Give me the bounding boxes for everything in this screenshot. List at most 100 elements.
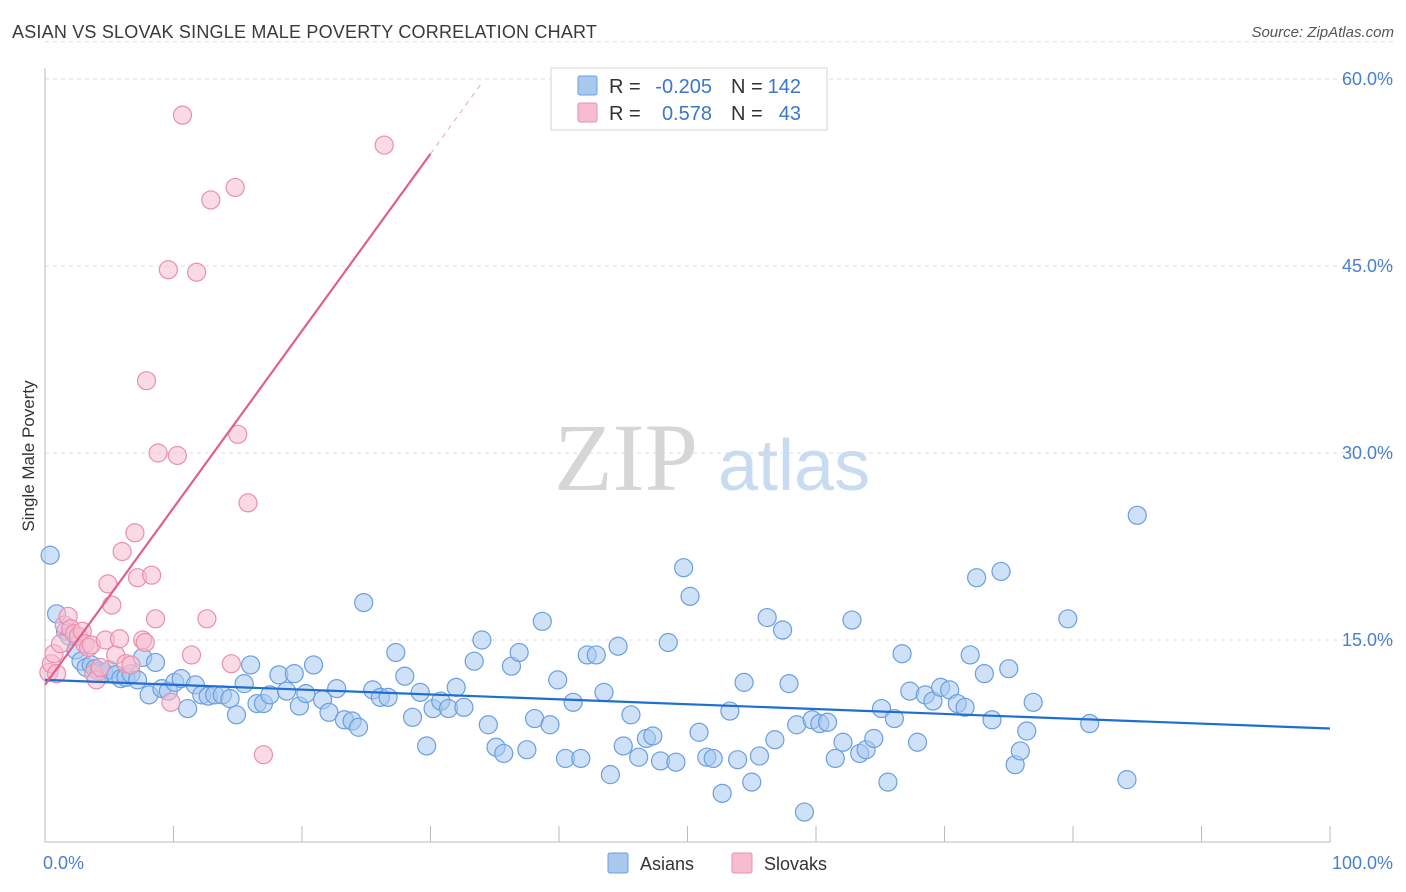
asians-point	[178, 698, 198, 719]
asians-point	[586, 645, 606, 665]
slovaks-point	[102, 595, 122, 615]
asians-point	[842, 610, 862, 630]
asians-point	[864, 728, 884, 749]
asians-point	[1127, 505, 1147, 525]
asians-point	[974, 664, 994, 684]
asians-point	[303, 655, 324, 675]
asians-point	[494, 743, 514, 764]
bottom-legend-asians-swatch	[607, 852, 629, 874]
asians-point	[666, 752, 686, 772]
bottom-legend-asians-label: Asians	[640, 854, 694, 874]
slovaks-point	[197, 609, 217, 629]
slovaks-point	[225, 177, 245, 198]
asians-point	[600, 765, 621, 785]
bottom-legend: Asians Slovaks	[607, 852, 827, 874]
asians-point	[354, 592, 374, 613]
legend-slovaks-r-value: 0.578	[662, 103, 712, 125]
asians-point	[410, 682, 430, 702]
asians-point	[478, 715, 498, 735]
asians-point	[967, 568, 987, 588]
source-label: Source: ZipAtlas.com	[1251, 24, 1394, 41]
slovaks-point	[135, 632, 155, 653]
legend-slovaks-n-label: N =	[731, 103, 763, 125]
asians-point	[594, 682, 614, 702]
asians-point	[991, 561, 1011, 582]
y-tick-labels: 15.0% 30.0% 45.0% 60.0%	[1342, 69, 1393, 650]
slovaks-point	[187, 262, 207, 282]
legend-slovaks-r-label: R =	[609, 103, 641, 125]
asians-point	[703, 748, 723, 769]
x-tick-label-max: 100.0%	[1332, 853, 1393, 873]
asians-point	[1080, 713, 1100, 734]
x-tick-labels: 0.0% 100.0%	[43, 853, 1393, 873]
slovaks-point	[253, 745, 274, 765]
asians-point	[548, 670, 568, 690]
asians-point	[402, 707, 423, 727]
legend-asians-r-label: R =	[609, 76, 641, 98]
asians-point	[982, 710, 1002, 730]
asians-point	[571, 748, 591, 769]
asians-point	[446, 677, 466, 697]
slovaks-point	[228, 424, 248, 444]
asians-point	[757, 607, 777, 628]
slovaks-point	[221, 654, 241, 674]
asians-point	[1010, 741, 1030, 761]
asians-point	[629, 747, 649, 767]
asians-point	[145, 652, 166, 673]
chart-title: ASIAN VS SLOVAK SINGLE MALE POVERTY CORR…	[12, 22, 598, 42]
asians-point	[772, 620, 793, 640]
slovaks-point	[167, 445, 187, 466]
asians-point	[712, 783, 732, 803]
asians-point	[454, 697, 474, 717]
y-tick-label: 45.0%	[1342, 256, 1393, 276]
asians-point	[348, 717, 369, 737]
y-tick-label: 15.0%	[1342, 630, 1393, 650]
trend-lines	[44, 82, 1331, 730]
asians-point	[689, 722, 709, 742]
asians-point	[955, 697, 975, 717]
axes	[44, 68, 1331, 843]
asians-point	[1058, 609, 1078, 629]
asians-point	[878, 772, 898, 792]
slovaks-point	[121, 655, 141, 675]
asians-point	[817, 712, 838, 732]
asians-point	[327, 679, 347, 699]
slovaks-point	[112, 541, 132, 562]
asians-point	[728, 750, 748, 770]
y-tick-label: 60.0%	[1342, 69, 1393, 89]
slovaks-point	[201, 190, 221, 210]
asians-point	[296, 684, 316, 704]
watermark: ZIP atlas	[554, 404, 870, 511]
legend-slovaks-n-value: 43	[779, 103, 801, 125]
slovaks-point	[161, 692, 181, 712]
watermark-atlas: atlas	[718, 426, 870, 506]
slovaks-point	[181, 645, 202, 665]
asians-point	[680, 586, 700, 606]
slovaks-point	[109, 629, 130, 649]
asians-point	[892, 644, 912, 664]
slovaks-point	[172, 105, 193, 125]
asians-point	[643, 726, 663, 746]
asians-point	[749, 746, 770, 766]
asians-point	[395, 666, 415, 686]
slovaks-point	[50, 634, 71, 654]
asians-point	[234, 674, 254, 694]
slovaks-point	[158, 260, 178, 280]
asians-point	[386, 642, 406, 663]
asians-point	[509, 642, 529, 663]
slovaks-point	[148, 443, 168, 463]
legend-asians-n-label: N =	[731, 76, 763, 98]
slovaks-trend-extension	[430, 82, 483, 155]
asians-point	[779, 674, 799, 694]
asians-point	[563, 692, 583, 712]
asians-point	[674, 558, 694, 578]
slovaks-point	[238, 493, 258, 513]
series-asians	[40, 505, 1147, 822]
slovaks-point	[142, 565, 162, 585]
asians-point	[794, 802, 815, 822]
legend-asians-r-value: -0.205	[655, 76, 712, 98]
asians-point	[999, 659, 1019, 679]
y-tick-label: 30.0%	[1342, 443, 1393, 463]
x-tick-label-min: 0.0%	[43, 853, 84, 873]
asians-point	[40, 545, 60, 565]
